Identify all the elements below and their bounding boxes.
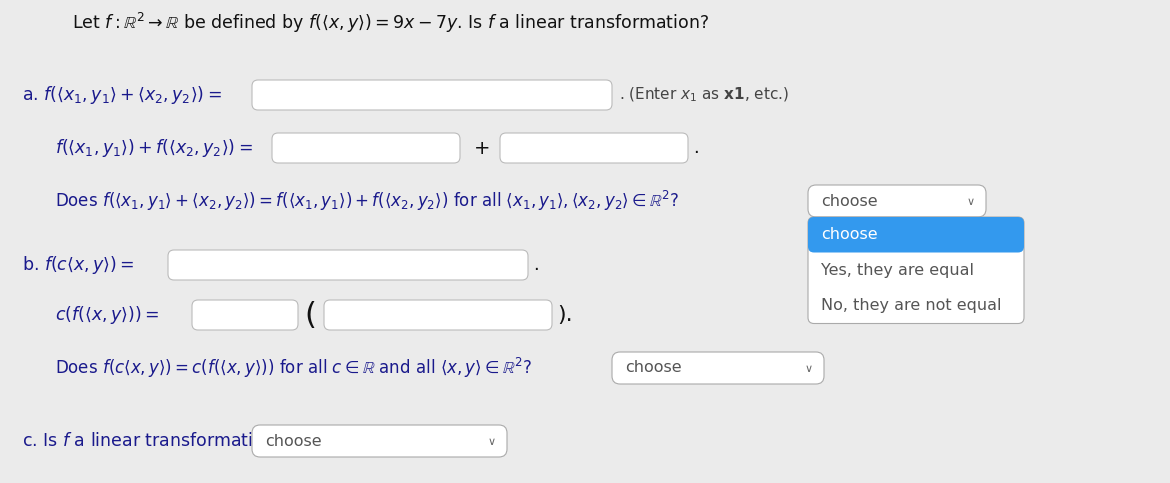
- Text: $f(\langle x_1, y_1\rangle) + f(\langle x_2, y_2\rangle) = $: $f(\langle x_1, y_1\rangle) + f(\langle …: [55, 137, 253, 159]
- Text: (: (: [304, 300, 316, 329]
- Text: Does $f(\langle x_1, y_1\rangle + \langle x_2, y_2\rangle) = f(\langle x_1, y_1\: Does $f(\langle x_1, y_1\rangle + \langl…: [55, 189, 680, 213]
- FancyBboxPatch shape: [192, 300, 298, 330]
- Text: choose: choose: [264, 434, 322, 449]
- Text: Let $f : \mathbb{R}^2 \rightarrow \mathbb{R}$ be defined by $f(\langle x, y\rang: Let $f : \mathbb{R}^2 \rightarrow \mathb…: [73, 11, 709, 35]
- FancyBboxPatch shape: [324, 300, 552, 330]
- FancyBboxPatch shape: [808, 217, 1024, 253]
- Text: No, they are not equal: No, they are not equal: [821, 298, 1002, 313]
- Text: ∨: ∨: [966, 197, 975, 207]
- Text: b. $f(c\langle x, y\rangle) = $: b. $f(c\langle x, y\rangle) = $: [22, 254, 135, 276]
- Text: .: .: [534, 256, 538, 274]
- FancyBboxPatch shape: [808, 185, 986, 217]
- Text: c. Is $f$ a linear transformation?: c. Is $f$ a linear transformation?: [22, 432, 284, 450]
- Text: . (Enter $x_1$ as $\mathbf{x1}$, etc.): . (Enter $x_1$ as $\mathbf{x1}$, etc.): [619, 86, 789, 104]
- Text: Does $f(c\langle x, y\rangle) = c(f(\langle x, y\rangle))$ for all $c \in \mathb: Does $f(c\langle x, y\rangle) = c(f(\lan…: [55, 356, 532, 380]
- Text: ).: ).: [557, 305, 572, 325]
- FancyBboxPatch shape: [271, 133, 460, 163]
- FancyBboxPatch shape: [252, 80, 612, 110]
- Text: $c(f(\langle x, y\rangle)) = $: $c(f(\langle x, y\rangle)) = $: [55, 304, 159, 326]
- FancyBboxPatch shape: [612, 352, 824, 384]
- Text: choose: choose: [625, 360, 682, 375]
- Text: ∨: ∨: [805, 364, 813, 374]
- Text: a. $f(\langle x_1, y_1\rangle + \langle x_2, y_2\rangle) = $: a. $f(\langle x_1, y_1\rangle + \langle …: [22, 84, 222, 106]
- Text: choose: choose: [821, 227, 878, 242]
- FancyBboxPatch shape: [500, 133, 688, 163]
- Text: choose: choose: [821, 194, 878, 209]
- FancyBboxPatch shape: [808, 217, 1024, 324]
- FancyBboxPatch shape: [252, 425, 507, 457]
- FancyBboxPatch shape: [168, 250, 528, 280]
- Text: .: .: [693, 139, 698, 157]
- Text: +: +: [474, 139, 490, 157]
- Text: ∨: ∨: [488, 437, 496, 447]
- Text: Yes, they are equal: Yes, they are equal: [821, 263, 973, 278]
